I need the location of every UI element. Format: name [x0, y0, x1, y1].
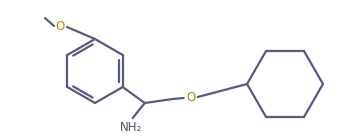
Text: O: O: [55, 19, 65, 33]
Text: NH₂: NH₂: [120, 121, 142, 133]
Text: O: O: [186, 90, 195, 104]
